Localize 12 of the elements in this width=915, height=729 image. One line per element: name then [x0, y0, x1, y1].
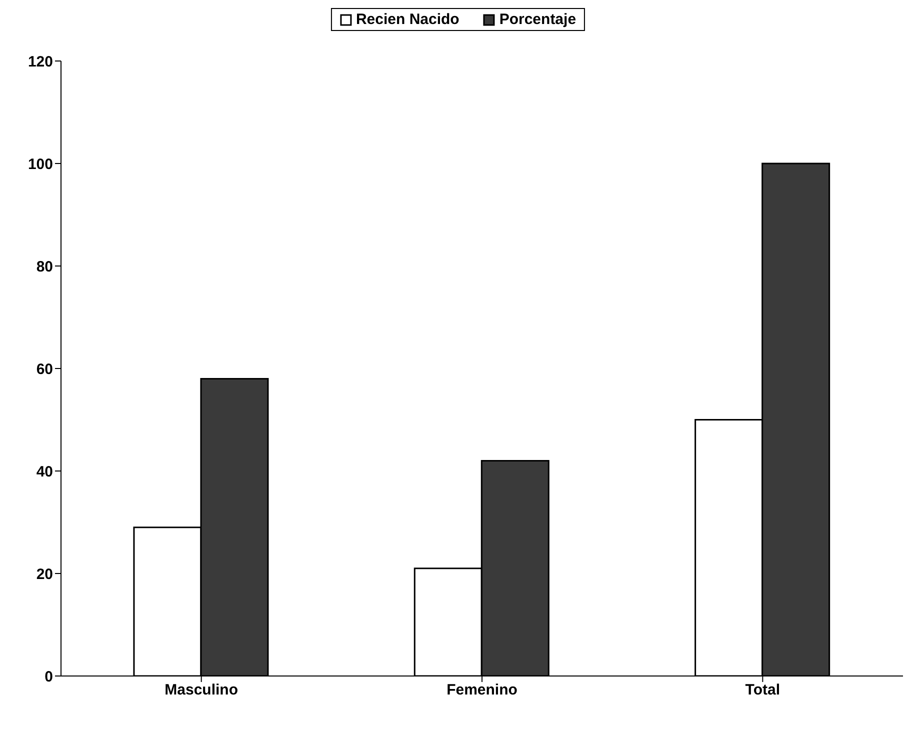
x-tick-label: Total [745, 682, 780, 699]
y-tick-label: 20 [36, 566, 53, 583]
legend-label: Recien Nacido [354, 11, 460, 28]
x-tick-label: Femenino [446, 682, 518, 699]
y-tick-label: 80 [36, 258, 53, 276]
y-tick-label: 0 [44, 668, 53, 686]
legend-label: Porcentaje [498, 11, 576, 28]
y-tick-label: 100 [28, 156, 53, 173]
y-tick-label: 60 [36, 360, 53, 378]
x-tick-label: Masculino [164, 682, 238, 699]
y-tick-label: 40 [36, 463, 53, 480]
y-tick-label: 120 [28, 53, 53, 70]
